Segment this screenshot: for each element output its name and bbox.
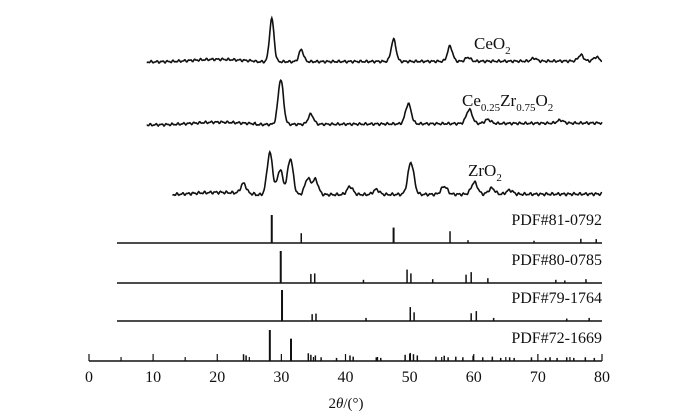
reference-PDF#79-1764: PDF#79-1764: [117, 290, 602, 322]
reference-label: PDF#80-0785: [511, 252, 602, 269]
reference-PDF#72-1669: PDF#72-1669: [242, 330, 602, 361]
series-label: Ce0.25Zr0.75O2: [462, 91, 553, 114]
series-curve: [146, 15, 603, 64]
x-tick-label: 20: [209, 369, 225, 386]
series-label: ZrO2: [468, 161, 502, 184]
x-tick-label: 0: [85, 369, 93, 386]
x-tick-label: 60: [466, 369, 482, 386]
series-curve: [146, 79, 603, 128]
reference-PDF#81-0792: PDF#81-0792: [117, 212, 602, 244]
x-tick-label: 50: [402, 369, 418, 386]
x-tick-label: 80: [594, 369, 610, 386]
reference-label: PDF#72-1669: [511, 330, 602, 347]
series-label: CeO2: [474, 34, 511, 57]
series-curve: [172, 150, 603, 197]
x-tick-label: 10: [145, 369, 161, 386]
x-axis-label: 2θ/(°): [328, 396, 363, 412]
x-axis: 0 10 20 30 40 50 60 70 80: [85, 354, 610, 386]
x-tick-label: 40: [338, 369, 354, 386]
x-tick-label: 30: [273, 369, 289, 386]
series-Ce0.25Zr0.75O2: Ce0.25Zr0.75O2: [146, 79, 603, 128]
x-tick-label: 70: [530, 369, 546, 386]
reference-patterns: PDF#81-0792 PDF#80-0785 PDF#79-1764 PDF#72-…: [117, 212, 602, 361]
reference-PDF#80-0785: PDF#80-0785: [117, 251, 602, 284]
xrd-patterns: CeO2 Ce0.25Zr0.75O2 ZrO2: [146, 15, 603, 197]
series-CeO2: CeO2: [146, 15, 603, 64]
reference-label: PDF#79-1764: [511, 290, 602, 307]
reference-label: PDF#81-0792: [511, 212, 602, 229]
series-ZrO2: ZrO2: [172, 150, 603, 197]
